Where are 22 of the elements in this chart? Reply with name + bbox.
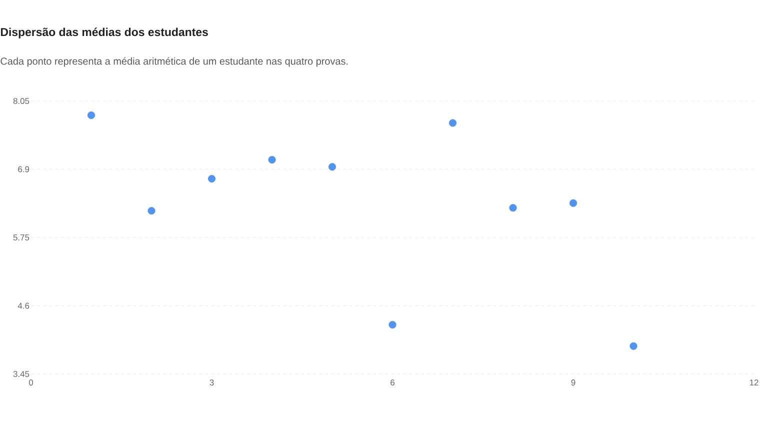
- chart-title: Dispersão das médias dos estudantes: [0, 28, 208, 38]
- y-tick-label: 5.75: [13, 234, 30, 240]
- x-tick-label: 3: [210, 380, 214, 386]
- x-tick-label: 9: [571, 380, 576, 386]
- point: [87, 111, 96, 120]
- y-tick-label: 6.9: [18, 166, 30, 172]
- y-tick-label: 8.05: [13, 98, 30, 104]
- x-tick-label: 0: [28, 380, 34, 386]
- chart-subtitle: Cada ponto representa a média aritmética de um estudante nas quatro provas.: [0, 57, 348, 67]
- point: [208, 174, 216, 183]
- point: [509, 204, 517, 212]
- point: [448, 119, 457, 127]
- point: [148, 206, 156, 215]
- point: [630, 342, 638, 350]
- point: [388, 320, 396, 329]
- x-tick-label: 6: [390, 380, 394, 386]
- y-tick-label: 3.45: [13, 371, 30, 377]
- x-tick-label: 12: [750, 380, 758, 386]
- point: [328, 163, 336, 171]
- point: [569, 199, 578, 207]
- point: [268, 156, 276, 164]
- y-tick-label: 4.6: [18, 302, 30, 309]
